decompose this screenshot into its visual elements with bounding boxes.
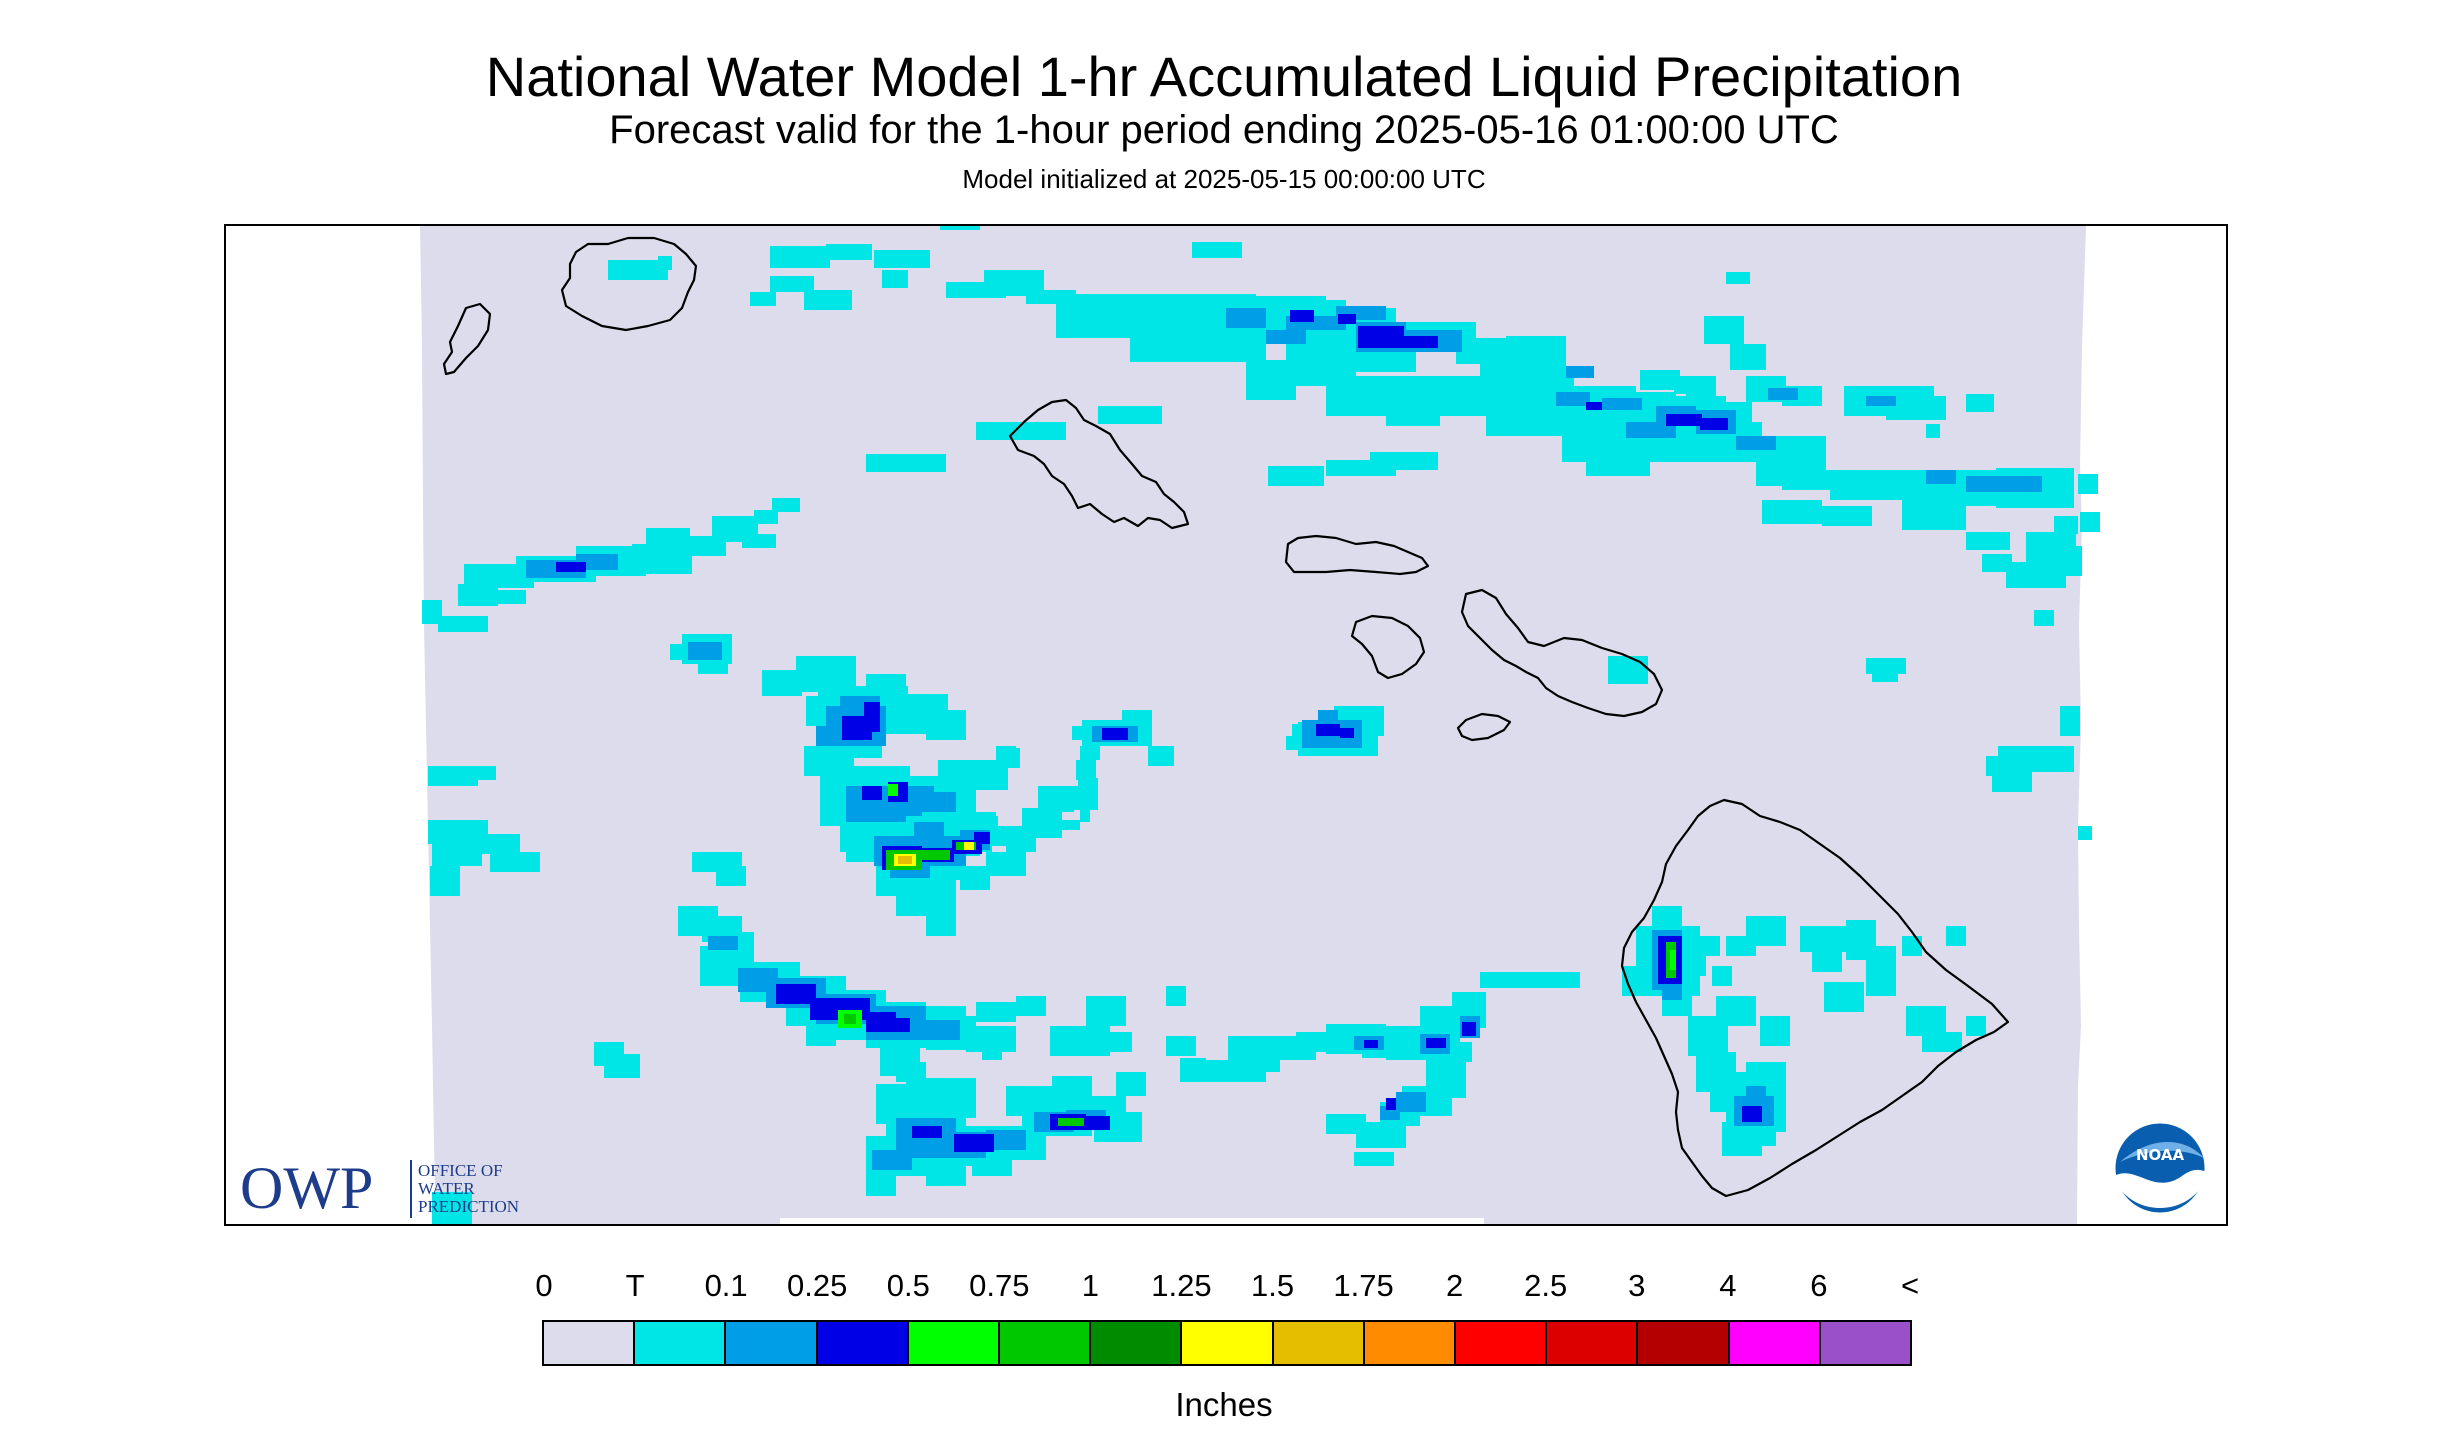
colorbar-tick-label: 0.25	[787, 1268, 848, 1303]
colorbar-swatch	[817, 1322, 909, 1364]
colorbar-tick-label: 0.1	[704, 1268, 748, 1303]
precipitation-map: OWP OFFICE OF WATER PREDICTION NOAA	[240, 226, 2208, 1224]
colorbar	[542, 1320, 1912, 1366]
chart-title: National Water Model 1-hr Accumulated Li…	[485, 45, 1963, 108]
colorbar-swatch	[1820, 1322, 1911, 1364]
colorbar-tick-labels: 0 T 0.1 0.25 0.5 0.75 1 1.25 1.5 1.75 2 2.5 3 4 6 <	[0, 1268, 2448, 1308]
owp-letters: OWP	[240, 1155, 373, 1221]
colorbar-tick-label: <	[1900, 1268, 1920, 1303]
island-lanai	[1350, 614, 1426, 680]
colorbar-swatch	[1273, 1322, 1365, 1364]
colorbar-tick-label: T	[625, 1268, 645, 1303]
colorbar-swatch	[1456, 1322, 1548, 1364]
noaa-text: NOAA	[2136, 1146, 2185, 1164]
island-maui	[1460, 588, 1664, 718]
owp-divider	[410, 1160, 412, 1218]
chart-subtitle: Forecast valid for the 1-hour period end…	[609, 108, 1839, 152]
colorbar-tick-label: 1	[1081, 1268, 1100, 1303]
colorbar-swatch	[1547, 1322, 1639, 1364]
colorbar-tick-label: 1.25	[1151, 1268, 1212, 1303]
colorbar-tick-label: 3	[1628, 1268, 1646, 1303]
colorbar-tick-label: 2	[1446, 1268, 1464, 1303]
colorbar-tick-label: 0	[535, 1268, 553, 1303]
map-panel: OWP OFFICE OF WATER PREDICTION NOAA	[224, 224, 2228, 1226]
precipitation-field	[422, 226, 2100, 1224]
colorbar-tick-label: 4	[1719, 1268, 1737, 1303]
colorbar-swatch	[726, 1322, 818, 1364]
island-molokai	[1284, 534, 1430, 576]
island-kauai	[560, 236, 698, 332]
colorbar-swatch	[635, 1322, 727, 1364]
colorbar-swatch	[1729, 1322, 1821, 1364]
colorbar-swatch	[908, 1322, 1001, 1364]
noaa-logo: NOAA	[2112, 1120, 2208, 1216]
colorbar-swatch	[1364, 1322, 1457, 1364]
coastlines	[442, 236, 2010, 1198]
colorbar-tick-label: 2.5	[1524, 1268, 1568, 1303]
colorbar-tick-label: 1.5	[1250, 1268, 1295, 1303]
colorbar-tick-label: 0.5	[886, 1268, 930, 1303]
colorbar-swatch	[1000, 1322, 1092, 1364]
model-init-time: Model initialized at 2025-05-15 00:00:00…	[962, 164, 1486, 194]
colorbar-swatch	[1638, 1322, 1730, 1364]
colorbar-tick-label: 1.75	[1333, 1268, 1394, 1303]
island-niihau	[442, 302, 492, 376]
colorbar-swatch	[1091, 1322, 1183, 1364]
colorbar-tick-label: 0.75	[969, 1268, 1030, 1303]
owp-name: OFFICE OF WATER PREDICTION	[418, 1161, 519, 1216]
island-hawaii	[1620, 798, 2010, 1198]
colorbar-tick-label: 6	[1810, 1268, 1828, 1303]
colorbar-units-label: Inches	[1175, 1386, 1273, 1423]
island-oahu	[1008, 398, 1190, 530]
island-kahoolawe	[1456, 712, 1512, 742]
colorbar-swatch	[544, 1322, 636, 1364]
owp-logo: OWP OFFICE OF WATER PREDICTION	[240, 1155, 519, 1221]
colorbar-swatch	[1182, 1322, 1274, 1364]
